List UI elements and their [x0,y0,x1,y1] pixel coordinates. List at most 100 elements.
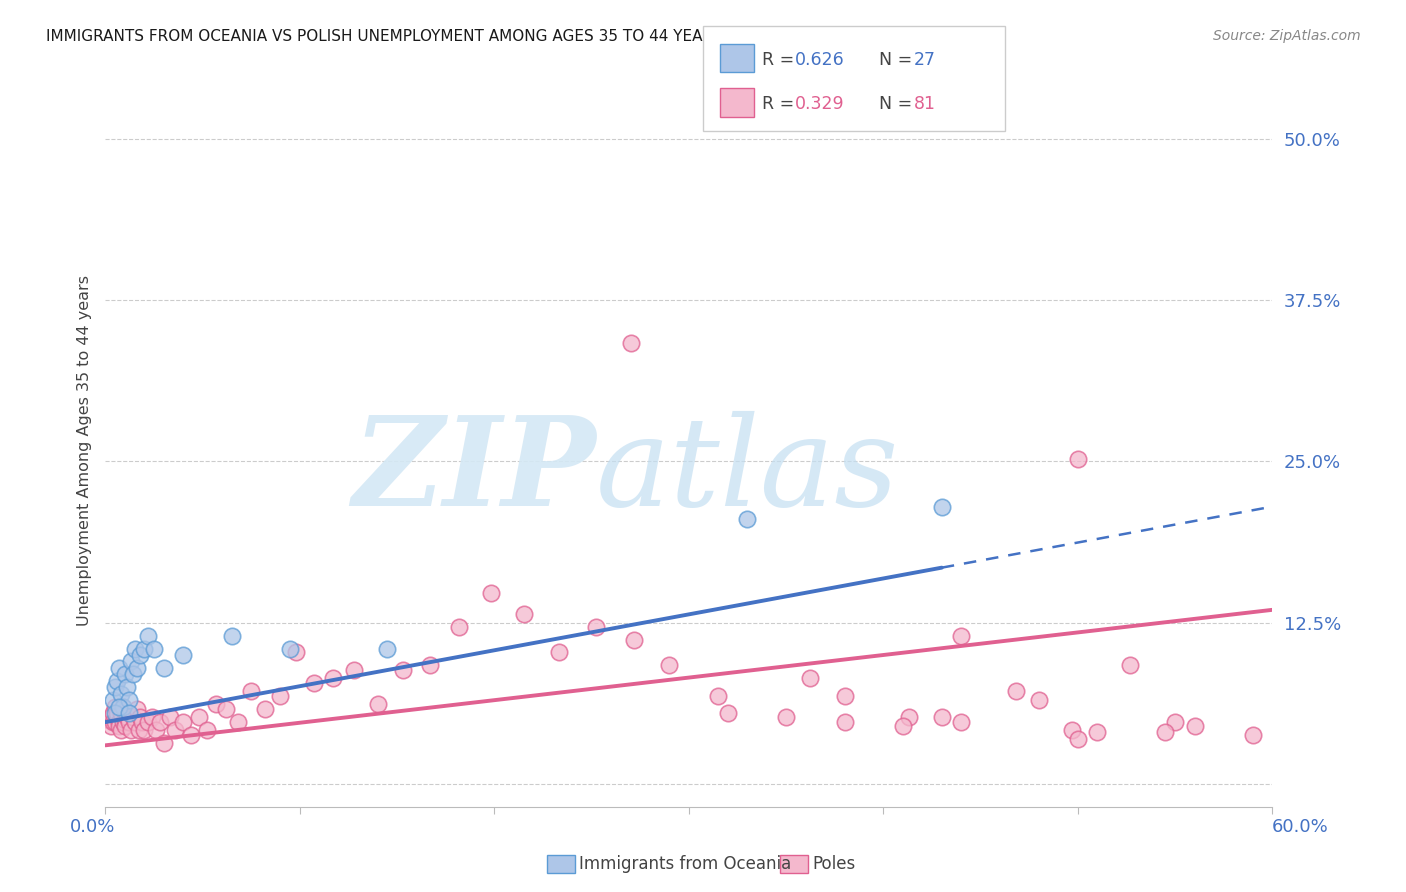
Point [134,641,156,656]
Point [707,690,730,704]
Point [172,648,194,662]
Point [118,693,141,707]
Point [110,723,132,737]
Text: R =: R = [762,95,800,113]
Point [585,619,607,633]
Text: N =: N = [879,95,918,113]
Point [108,719,131,733]
Point [141,710,163,724]
Point [270,690,292,704]
Text: 27: 27 [914,51,936,69]
Point [620,335,643,350]
Point [775,710,797,724]
Point [931,500,953,514]
Point [1241,728,1264,742]
Point [253,702,276,716]
Point [931,710,953,724]
Point [120,655,142,669]
Point [100,710,122,724]
Point [165,723,187,737]
Point [195,723,218,737]
Point [1067,731,1090,746]
Point [240,684,263,698]
Point [121,710,143,724]
Point [108,661,131,675]
Point [717,706,740,720]
Point [221,629,243,643]
Point [114,719,136,733]
Point [1164,715,1187,730]
Text: 60.0%: 60.0% [1272,818,1329,836]
Point [153,661,174,675]
Point [129,710,152,724]
Point [145,723,167,737]
Text: 0.0%: 0.0% [70,818,115,836]
Point [512,607,534,621]
Point [377,641,399,656]
Point [1119,658,1142,673]
Point [302,676,325,690]
Text: Poles: Poles [813,855,856,873]
Point [950,715,973,730]
Point [136,715,159,730]
Point [159,710,181,724]
Point [623,632,645,647]
Point [392,664,415,678]
Point [187,710,209,724]
Point [103,693,125,707]
Point [172,715,194,730]
Point [950,629,973,643]
Point [1087,725,1109,739]
Point [799,671,821,685]
Point [737,512,759,526]
Point [1028,693,1050,707]
Point [110,706,132,720]
Point [658,658,681,673]
Point [128,723,150,737]
Text: 81: 81 [914,95,936,113]
Point [110,687,132,701]
Point [108,715,131,730]
Point [153,736,174,750]
Point [104,680,127,694]
Point [1062,723,1084,737]
Point [285,645,308,659]
Point [114,667,136,681]
Point [449,619,471,633]
Point [834,690,856,704]
Point [278,641,301,656]
Point [124,715,146,730]
Point [1184,719,1206,733]
Point [111,699,134,714]
Text: ZIP: ZIP [352,411,596,533]
Point [419,658,441,673]
Point [226,715,249,730]
Point [547,645,569,659]
Point [111,715,134,730]
Text: 0.329: 0.329 [794,95,844,113]
Point [149,715,172,730]
Point [1067,451,1090,466]
Point [1004,684,1026,698]
Point [891,719,914,733]
Point [118,706,141,720]
Point [124,641,146,656]
Point [129,648,152,662]
Text: atlas: atlas [596,411,898,533]
Point [98,713,121,727]
Point [115,680,138,694]
Text: Source: ZipAtlas.com: Source: ZipAtlas.com [1213,29,1361,43]
Point [215,702,238,716]
Point [108,699,131,714]
Point [136,629,159,643]
Point [105,673,128,688]
Point [104,699,127,714]
Point [205,697,228,711]
Point [104,706,127,720]
Point [897,710,920,724]
Point [114,713,136,727]
Point [115,710,138,724]
Point [180,728,202,742]
Point [105,706,128,720]
Point [105,710,128,724]
